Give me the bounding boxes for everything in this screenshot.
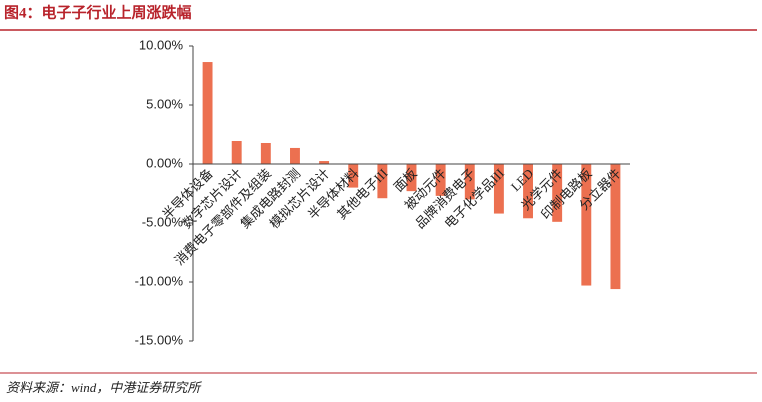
y-tick-label: 0.00% [146,155,183,170]
bar [523,164,533,219]
bar [202,62,213,164]
figure-title: 图4：电子子行业上周涨跌幅 [4,3,192,21]
bar [290,147,300,164]
bar [406,164,417,192]
bar [348,164,359,188]
y-tick-label: 5.00% [146,96,183,111]
y-tick-label: -10.00% [135,273,184,288]
bar [581,164,592,286]
plot-area: -15.00%-10.00%-5.00%0.00%5.00%10.00%半导体设… [135,37,630,347]
bar [377,164,388,199]
y-tick-label: -5.00% [142,214,184,229]
bar [231,140,242,164]
source-note: 资料来源：wind，中港证券研究所 [6,380,202,395]
y-tick-label: -15.00% [135,332,184,347]
bar [435,164,446,196]
bar [493,164,504,214]
bar [610,164,621,290]
bar [464,164,475,200]
bar [260,142,271,164]
bar [552,164,563,222]
y-tick-label: 10.00% [139,37,184,52]
bar [319,161,330,164]
